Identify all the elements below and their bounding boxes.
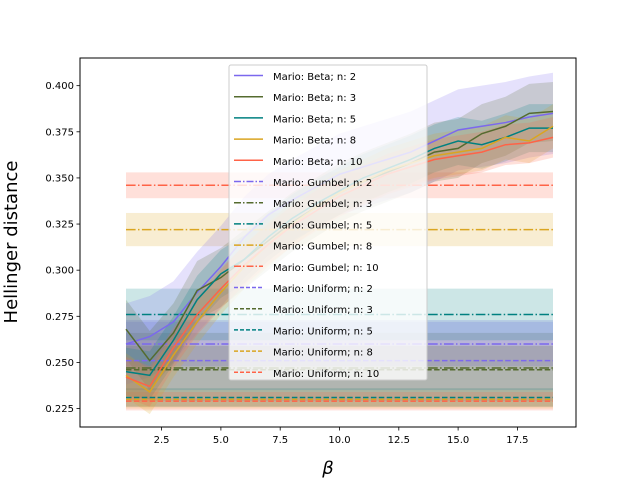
legend-label: Mario: Gumbel; n: 10 <box>273 263 379 274</box>
y-axis-label: Hellinger distance <box>1 161 22 324</box>
x-tick-label: 5.0 <box>213 435 229 446</box>
y-tick-label: 0.325 <box>45 220 74 231</box>
x-tick-label: 12.5 <box>388 435 410 446</box>
legend-label: Mario: Beta; n: 10 <box>273 157 363 168</box>
y-tick-label: 0.275 <box>45 312 74 323</box>
x-tick-label: 7.5 <box>272 435 288 446</box>
legend-label: Mario: Beta; n: 5 <box>273 114 356 125</box>
x-tick-label: 15.0 <box>447 435 469 446</box>
legend-label: Mario: Gumbel; n: 2 <box>273 178 372 189</box>
legend-label: Mario: Beta; n: 8 <box>273 136 356 147</box>
y-axis: 0.225 0.250 0.275 0.300 0.325 0.350 0.375 0.400 <box>45 81 80 415</box>
x-tick-label: 2.5 <box>154 435 170 446</box>
y-tick-label: 0.375 <box>45 127 74 138</box>
legend-label: Mario: Uniform; n: 10 <box>273 369 379 380</box>
legend-label: Mario: Gumbel; n: 5 <box>273 220 372 231</box>
legend-label: Mario: Uniform; n: 2 <box>273 284 373 295</box>
legend-label: Mario: Gumbel; n: 8 <box>273 242 372 253</box>
legend-label: Mario: Beta; n: 2 <box>273 72 356 83</box>
y-tick-label: 0.225 <box>45 404 74 415</box>
x-axis-label: β <box>321 458 334 479</box>
plot-frame <box>79 57 577 428</box>
legend-label: Mario: Gumbel; n: 3 <box>273 199 372 210</box>
legend-label: Mario: Uniform; n: 3 <box>273 305 373 316</box>
band-beta <box>126 117 553 407</box>
legend-label: Mario: Uniform; n: 5 <box>273 326 373 337</box>
y-tick-label: 0.400 <box>45 81 74 92</box>
legend-box <box>228 64 428 381</box>
y-tick-label: 0.350 <box>45 173 74 184</box>
legend-label: Mario: Uniform; n: 8 <box>273 348 373 359</box>
x-axis: 2.5 5.0 7.5 10.0 12.5 15.0 17.5 <box>154 427 529 446</box>
y-tick-label: 0.250 <box>45 358 74 369</box>
x-tick-label: 10.0 <box>328 435 350 446</box>
band-beta <box>126 81 553 391</box>
legend: Mario: Beta; n: 2 Mario: Beta; n: 3 Mario:… <box>228 64 428 381</box>
x-tick-label: 17.5 <box>506 435 528 446</box>
legend-label: Mario: Beta; n: 3 <box>273 93 356 104</box>
y-tick-label: 0.300 <box>45 266 74 277</box>
